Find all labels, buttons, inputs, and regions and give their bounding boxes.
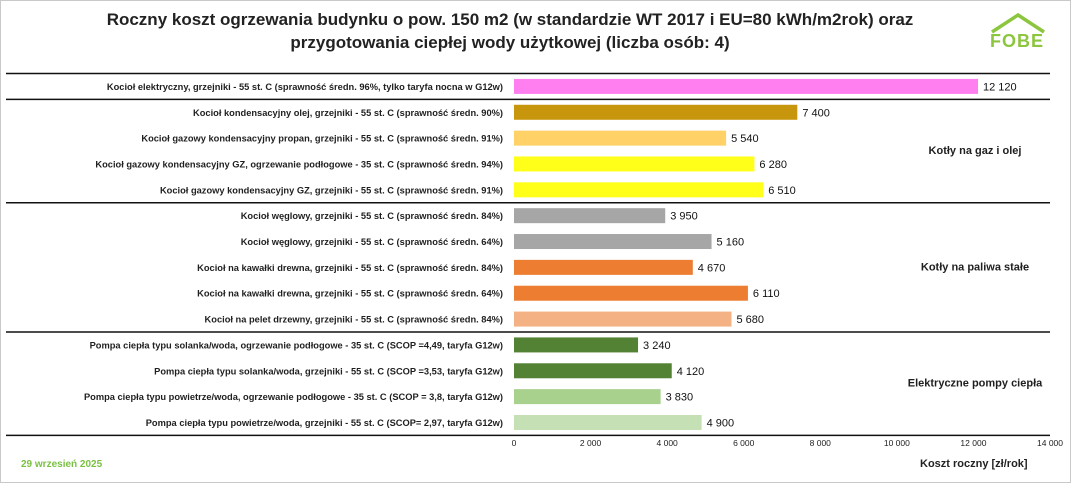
category-label: Pompa ciepła typu powietrze/woda, ogrzew… — [84, 392, 503, 402]
chart-title-line-2: przygotowania ciepłej wody użytkowej (li… — [290, 33, 730, 52]
bar — [514, 104, 798, 120]
x-axis-label: Koszt roczny [zł/rok] — [920, 458, 1028, 470]
category-label: Kocioł elektryczny, grzejniki - 55 st. C… — [107, 82, 503, 92]
bar — [514, 208, 666, 224]
bar-value-label: 4 120 — [677, 366, 705, 378]
x-tick-label: 6 000 — [733, 438, 755, 448]
bar — [514, 311, 732, 327]
category-label: Kocioł gazowy kondensacyjny propan, grze… — [141, 134, 503, 144]
bar-value-label: 3 240 — [643, 340, 671, 352]
date-label: 29 wrzesień 2025 — [21, 459, 103, 470]
x-tick-label: 4 000 — [657, 438, 679, 448]
bar — [514, 285, 748, 301]
category-label: Kocioł na kawałki drewna, grzejniki - 55… — [197, 263, 503, 273]
bar-value-label: 6 510 — [768, 185, 796, 197]
bar — [514, 78, 979, 94]
bar-value-label: 3 830 — [666, 392, 694, 404]
category-label: Kocioł węglowy, grzejniki - 55 st. C (sp… — [241, 211, 503, 221]
group-label: Kotły na gaz i olej — [929, 145, 1022, 157]
category-label: Kocioł kondensacyjny olej, grzejniki - 5… — [193, 108, 503, 118]
bar — [514, 337, 639, 353]
x-tick-label: 2 000 — [580, 438, 602, 448]
x-tick-label: 10 000 — [884, 438, 910, 448]
category-label: Pompa ciepła typu solanka/woda, ogrzewan… — [90, 340, 503, 350]
x-tick-label: 0 — [512, 438, 517, 448]
x-tick-label: 8 000 — [810, 438, 832, 448]
category-label: Kocioł gazowy kondensacyjny GZ, grzejnik… — [160, 185, 503, 195]
bar-value-label: 4 670 — [698, 262, 726, 274]
house-logo-icon — [991, 12, 1045, 34]
bar — [514, 414, 702, 430]
category-label: Kocioł węglowy, grzejniki - 55 st. C (sp… — [241, 237, 503, 247]
bar — [514, 234, 712, 250]
bar-value-label: 4 900 — [707, 417, 735, 429]
x-tick-label: 12 000 — [960, 438, 986, 448]
bar-value-label: 3 950 — [670, 211, 698, 223]
bar — [514, 182, 764, 198]
bar-value-label: 5 680 — [736, 314, 764, 326]
logo-text: FOBE — [990, 31, 1045, 51]
bar-value-label: 12 120 — [983, 81, 1017, 93]
bar — [514, 130, 727, 146]
bar — [514, 389, 661, 405]
category-label: Kocioł na pelet drzewny, grzejniki - 55 … — [205, 315, 503, 325]
category-label: Pompa ciepła typu solanka/woda, grzejnik… — [154, 366, 503, 376]
category-label: Pompa ciepła typu powietrze/woda, grzejn… — [146, 418, 503, 428]
group-label: Elektryczne pompy ciepła — [908, 378, 1043, 390]
category-label: Kocioł na kawałki drewna, grzejniki - 55… — [197, 289, 503, 299]
group-label: Kotły na paliwa stałe — [921, 261, 1029, 273]
chart-title-line-1: Roczny koszt ogrzewania budynku o pow. 1… — [106, 10, 914, 29]
bar — [514, 363, 672, 379]
bar — [514, 156, 755, 172]
bar-value-label: 7 400 — [802, 107, 830, 119]
category-label: Kocioł gazowy kondensacyjny GZ, ogrzewan… — [95, 159, 503, 169]
bar-value-label: 5 540 — [731, 133, 759, 145]
bar — [514, 259, 693, 275]
bar-value-label: 5 160 — [717, 237, 745, 249]
x-tick-label: 14 000 — [1037, 438, 1063, 448]
bar-value-label: 6 280 — [759, 159, 787, 171]
bar-value-label: 6 110 — [753, 288, 780, 300]
